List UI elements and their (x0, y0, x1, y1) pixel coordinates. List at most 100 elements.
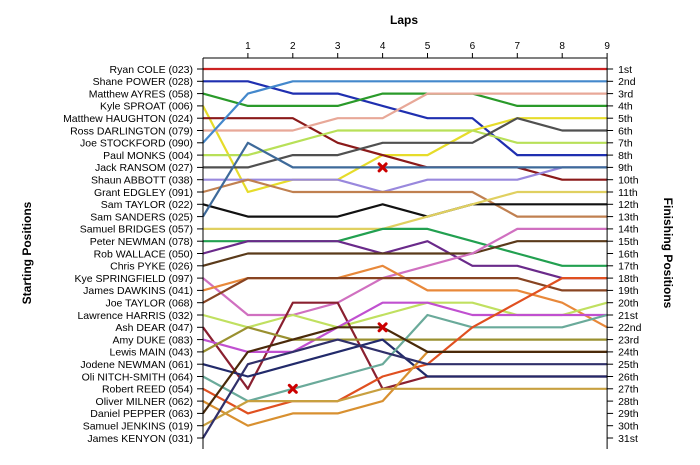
starting-position-label: Shane POWER (028) (93, 76, 193, 88)
rider-line (202, 387, 608, 427)
starting-position-label: Samuel BRIDGES (057) (80, 224, 193, 236)
finishing-position-label: 25th (618, 359, 639, 371)
rider-line (202, 141, 608, 218)
starting-position-label: Samuel JENKINS (019) (83, 421, 193, 433)
rider-line (203, 129, 608, 157)
finishing-position-label: 29th (618, 408, 639, 420)
rider-line (203, 117, 608, 169)
rider-line (203, 92, 608, 132)
lap-tick-label: 4 (380, 41, 386, 52)
finishing-position-label: 16th (618, 248, 639, 260)
rider-line (202, 92, 608, 108)
starting-position-label: Jodene NEWMAN (061) (80, 359, 193, 371)
rider-line (202, 264, 608, 329)
finishing-position-label: 23rd (618, 334, 639, 346)
finishing-position-label: 11th (618, 187, 638, 199)
finishing-positions: 1st2nd3rd4th5th6th7th8th9th10th11th12th1… (607, 64, 642, 445)
starting-position-label: Oli NITCH-SMITH (064) (82, 371, 193, 383)
rider-line (203, 117, 608, 181)
lap-ticks: 1 2 3 4 5 6 7 8 9 (245, 41, 610, 58)
lap-tick-label: 3 (335, 41, 341, 52)
rider-line (202, 301, 608, 353)
finishing-position-label: 28th (618, 396, 639, 408)
finishing-position-label: 27th (618, 384, 639, 396)
finishing-position-label: 12th (618, 199, 639, 211)
finishing-position-label: 26th (618, 371, 639, 383)
starting-position-label: Rob WALLACE (050) (94, 248, 193, 260)
retired-marker (287, 383, 298, 394)
starting-position-label: Amy DUKE (083) (112, 334, 193, 346)
rider-line (202, 178, 608, 218)
starting-position-label: Paul MONKS (004) (103, 150, 193, 162)
starting-position-label: Joe STOCKFORD (090) (80, 138, 193, 150)
rider-line (203, 166, 608, 194)
starting-position-label: Joe TAYLOR (068) (105, 298, 193, 310)
rider-line (202, 277, 608, 304)
starting-position-label: James KENYON (031) (87, 433, 193, 445)
retired-markers (287, 162, 388, 394)
finishing-position-label: 2nd (618, 76, 636, 88)
finishing-position-label: 19th (618, 285, 639, 297)
finishing-position-label: 17th (618, 261, 639, 273)
starting-position-label: Matthew HAUGHTON (024) (63, 113, 193, 125)
lap-tick-label: 9 (604, 41, 610, 52)
rider-lines (202, 67, 608, 439)
rider-line (202, 277, 608, 415)
finishing-position-label: 13th (618, 211, 639, 223)
retired-marker (377, 162, 388, 173)
finishing-position-label: 22nd (618, 322, 642, 334)
starting-position-label: Ryan COLE (023) (110, 64, 193, 76)
rider-line (202, 227, 608, 317)
starting-position-label: Matthew AYRES (058) (89, 88, 193, 100)
finishing-position-label: 3rd (618, 88, 633, 100)
finishing-position-label: 5th (618, 113, 633, 125)
retired-marker (377, 322, 388, 333)
rider-line (203, 190, 608, 230)
starting-position-label: Sam TAYLOR (022) (101, 199, 193, 211)
starting-position-label: Oliver MILNER (062) (96, 396, 193, 408)
finishing-position-label: 10th (618, 175, 639, 187)
finishing-position-label: 18th (618, 273, 639, 285)
starting-position-label: Lewis MAIN (043) (110, 347, 193, 359)
starting-position-label: Ash DEAR (047) (115, 322, 193, 334)
starting-position-label: Jack RANSOM (027) (95, 162, 193, 174)
starting-position-label: Sam SANDERS (025) (90, 211, 193, 223)
starting-position-label: Kye SPRINGFIELD (097) (75, 273, 193, 285)
starting-position-label: Shaun ABBOTT (038) (91, 175, 193, 187)
finishing-position-label: 7th (618, 138, 633, 150)
rider-line (202, 240, 608, 267)
finishing-position-label: 8th (618, 150, 633, 162)
starting-positions: Ryan COLE (023)Shane POWER (028)Matthew … (63, 64, 203, 445)
starting-position-label: Daniel PEPPER (063) (90, 408, 193, 420)
lap-tick-label: 5 (425, 41, 431, 52)
finishing-position-label: 20th (618, 298, 639, 310)
starting-position-label: Kyle SPROAT (006) (100, 101, 193, 113)
right-axis-title: Finishing Positions (661, 198, 675, 309)
finishing-position-label: 1st (618, 64, 632, 76)
rider-line (202, 80, 608, 144)
starting-position-label: Peter NEWMAN (078) (90, 236, 193, 248)
starting-position-label: Ross DARLINGTON (079) (70, 125, 193, 137)
rider-line (202, 203, 608, 218)
starting-position-label: Robert REED (054) (102, 384, 193, 396)
starting-position-label: Lawrence HARRIS (032) (77, 310, 193, 322)
x-axis-title: Laps (390, 13, 418, 27)
axes (202, 57, 608, 449)
lap-tick-label: 2 (290, 41, 296, 52)
rider-line (202, 338, 608, 439)
lap-tick-label: 7 (515, 41, 521, 52)
finishing-position-label: 6th (618, 125, 633, 137)
finishing-position-label: 4th (618, 101, 633, 113)
rider-line (202, 326, 608, 415)
starting-position-label: James DAWKINS (041) (83, 285, 193, 297)
left-axis-title: Starting Positions (20, 201, 34, 304)
finishing-position-label: 21st (618, 310, 638, 322)
rider-line (202, 240, 608, 280)
finishing-position-label: 31st (618, 433, 638, 445)
lap-tick-label: 1 (245, 41, 251, 52)
lap-tick-label: 8 (559, 41, 565, 52)
finishing-position-label: 14th (618, 224, 639, 236)
finishing-position-label: 9th (618, 162, 633, 174)
finishing-position-label: 15th (618, 236, 639, 248)
